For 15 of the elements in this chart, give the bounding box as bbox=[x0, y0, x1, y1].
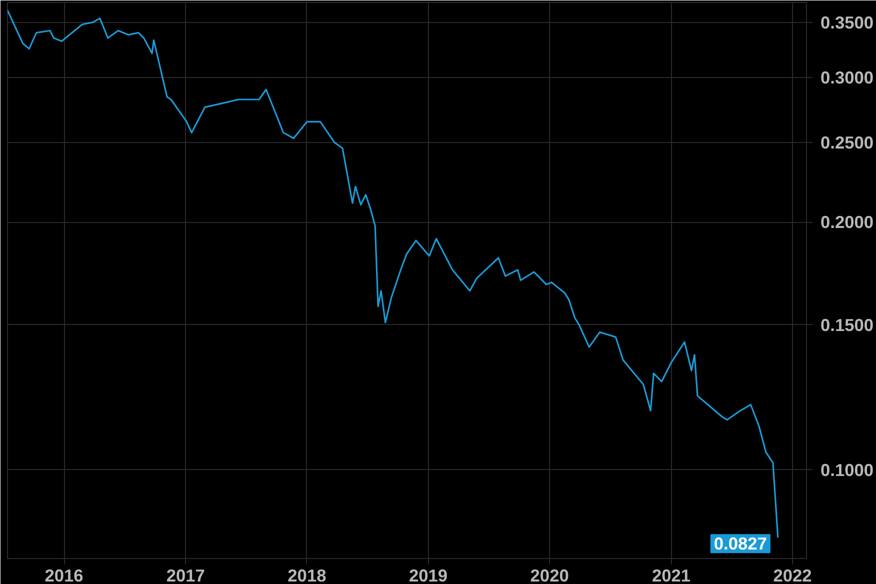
x-tick-label: 2017 bbox=[166, 566, 205, 584]
annotation: 0.0827 bbox=[714, 534, 767, 554]
x-tick-label: 2021 bbox=[652, 566, 691, 584]
y-tick-label: 0.3500 bbox=[820, 12, 874, 32]
y-tick-label: 0.2500 bbox=[820, 132, 874, 153]
x-tick-label: 2019 bbox=[408, 566, 448, 584]
x-tick-label: 2020 bbox=[530, 566, 569, 584]
y-tick-label: 0.1500 bbox=[820, 314, 874, 335]
x-tick-label: 2016 bbox=[44, 566, 84, 584]
x-tick-label: 2018 bbox=[288, 566, 327, 584]
x-tick-label: 2022 bbox=[773, 566, 812, 584]
y-tick-label: 0.1000 bbox=[820, 460, 874, 480]
line-series bbox=[8, 10, 779, 538]
y-tick-label: 0.2000 bbox=[820, 212, 874, 232]
y-tick-label: 0.3000 bbox=[820, 67, 874, 88]
